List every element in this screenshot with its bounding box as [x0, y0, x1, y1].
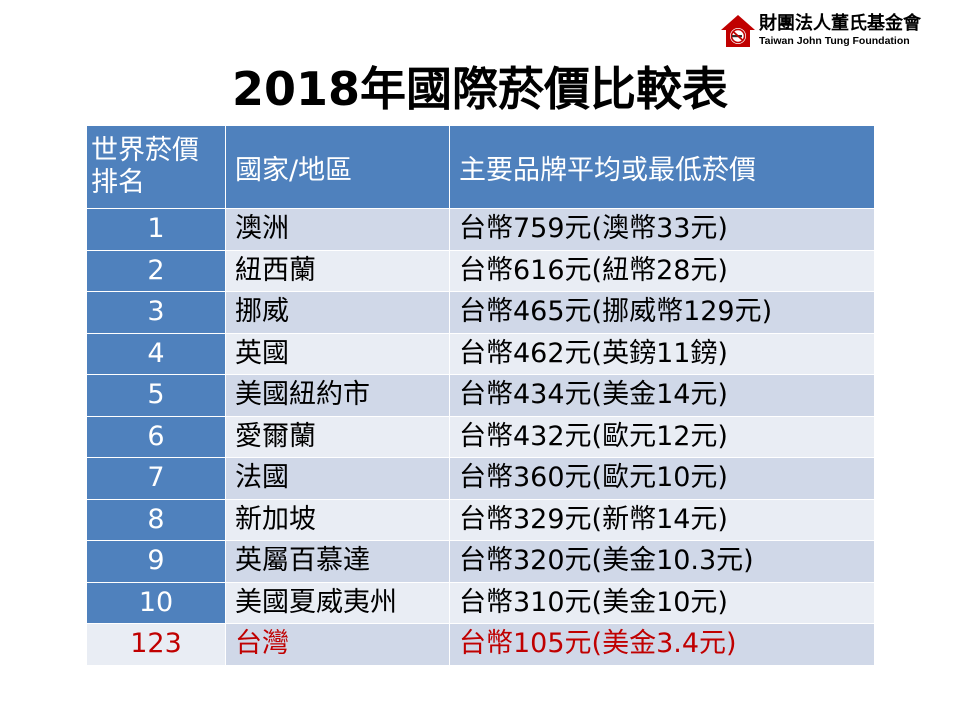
country-cell: 台灣: [225, 623, 450, 666]
rank-cell: 9: [86, 540, 226, 583]
table-row: 1 澳洲 台幣759元(澳幣33元): [86, 208, 875, 251]
rank-cell: 7: [86, 457, 226, 500]
price-cell: 台幣759元(澳幣33元): [449, 208, 875, 251]
table-row: 4 英國 台幣462元(英鎊11鎊): [86, 332, 875, 375]
price-cell: 台幣310元(美金10元): [449, 581, 875, 624]
country-cell: 美國夏威夷州: [225, 581, 450, 624]
header-country: 國家/地區: [225, 125, 450, 209]
country-cell: 英屬百慕達: [225, 540, 450, 583]
header-rank: 世界菸價排名: [86, 125, 226, 209]
logo-name-chinese: 財團法人董氏基金會: [759, 13, 921, 34]
table-row: 10 美國夏威夷州 台幣310元(美金10元): [86, 581, 875, 624]
house-no-smoking-icon: [721, 15, 755, 47]
country-cell: 法國: [225, 457, 450, 500]
country-cell: 紐西蘭: [225, 249, 450, 292]
rank-cell: 4: [86, 332, 226, 375]
price-cell: 台幣465元(挪威幣129元): [449, 291, 875, 334]
rank-cell: 5: [86, 374, 226, 417]
rank-cell: 2: [86, 249, 226, 292]
logo-name-english: Taiwan John Tung Foundation: [759, 35, 910, 47]
price-cell: 台幣329元(新幣14元): [449, 498, 875, 541]
table-row: 5 美國紐約市 台幣434元(美金14元): [86, 374, 875, 417]
country-cell: 英國: [225, 332, 450, 375]
price-cell: 台幣462元(英鎊11鎊): [449, 332, 875, 375]
page-title: 2018年國際菸價比較表: [231, 62, 729, 116]
price-cell: 台幣320元(美金10.3元): [449, 540, 875, 583]
rank-cell: 3: [86, 291, 226, 334]
rank-cell: 123: [86, 623, 226, 666]
table-row: 7 法國 台幣360元(歐元10元): [86, 457, 875, 500]
rank-cell: 1: [86, 208, 226, 251]
country-cell: 新加坡: [225, 498, 450, 541]
foundation-logo: 財團法人董氏基金會 Taiwan John Tung Foundation: [720, 13, 930, 51]
country-cell: 挪威: [225, 291, 450, 334]
rank-cell: 8: [86, 498, 226, 541]
table-row: 3 挪威 台幣465元(挪威幣129元): [86, 291, 875, 334]
price-cell: 台幣434元(美金14元): [449, 374, 875, 417]
table-row: 8 新加坡 台幣329元(新幣14元): [86, 498, 875, 541]
price-cell: 台幣105元(美金3.4元): [449, 623, 875, 666]
price-cell: 台幣432元(歐元12元): [449, 415, 875, 458]
country-cell: 澳洲: [225, 208, 450, 251]
table-row: 6 愛爾蘭 台幣432元(歐元12元): [86, 415, 875, 458]
country-cell: 愛爾蘭: [225, 415, 450, 458]
rank-cell: 6: [86, 415, 226, 458]
price-cell: 台幣616元(紐幣28元): [449, 249, 875, 292]
table-row: 2 紐西蘭 台幣616元(紐幣28元): [86, 249, 875, 292]
rank-cell: 10: [86, 581, 226, 624]
header-price: 主要品牌平均或最低菸價: [449, 125, 875, 209]
price-cell: 台幣360元(歐元10元): [449, 457, 875, 500]
table-row-highlight: 123 台灣 台幣105元(美金3.4元): [86, 623, 875, 666]
country-cell: 美國紐約市: [225, 374, 450, 417]
table-header-row: 世界菸價排名 國家/地區 主要品牌平均或最低菸價: [86, 125, 875, 209]
table-row: 9 英屬百慕達 台幣320元(美金10.3元): [86, 540, 875, 583]
price-comparison-table: 世界菸價排名 國家/地區 主要品牌平均或最低菸價 1 澳洲 台幣759元(澳幣3…: [86, 125, 875, 666]
